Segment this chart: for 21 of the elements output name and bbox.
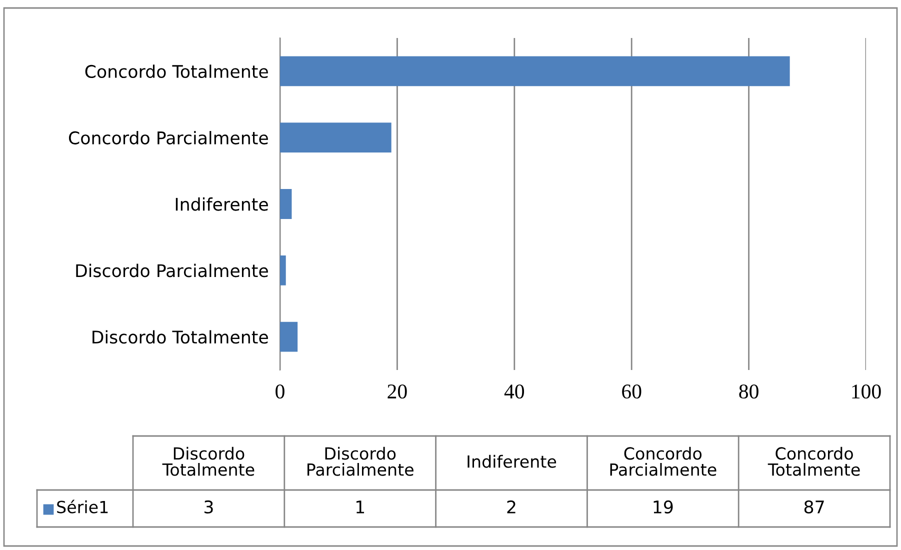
y-tick-label: Concordo Totalmente [85,64,268,78]
category-label: Concordo Parcialmente [610,446,716,476]
text: 2 [507,500,516,514]
x-tick-label: 100 [852,384,881,399]
text: 3 [204,500,213,514]
legend-label: Série1 [57,500,108,514]
category-label: Concordo Totalmente [768,446,860,476]
y-tick-label: Concordo Parcialmente [68,131,268,144]
category-label: Indiferente [468,454,556,468]
x-tick-label: 0 [276,384,284,399]
x-tick-label: 20 [388,384,407,399]
y-tick-label: Indiferente [176,197,268,211]
y-tick-label: Discordo Parcialmente [76,264,268,278]
category-label: Discordo Parcialmente [308,446,414,476]
text: 87 [804,500,824,514]
text: 19 [654,500,673,514]
x-tick-label: 80 [739,384,758,399]
text: 1 [356,500,364,514]
x-tick-label: 60 [622,384,642,399]
x-tick-label: 40 [504,384,524,399]
y-tick-label: Discordo Totalmente [92,330,268,344]
